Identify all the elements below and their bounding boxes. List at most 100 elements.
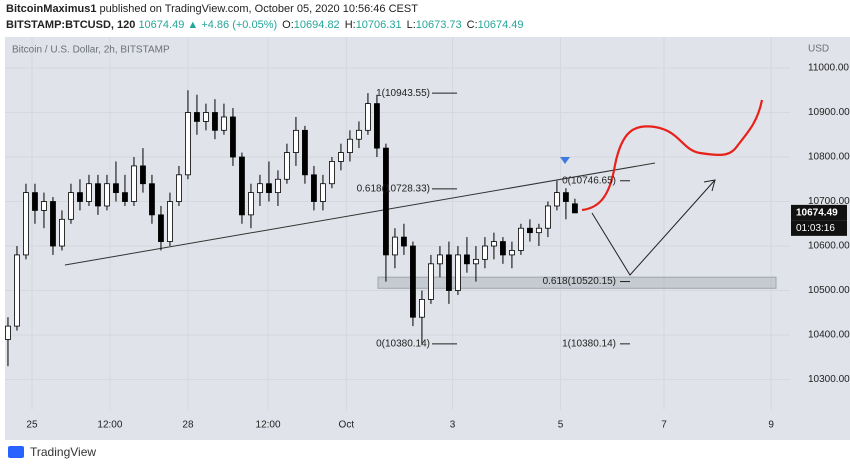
candle-body — [77, 192, 83, 202]
logo — [8, 446, 24, 458]
published: published on TradingView.com, October 05… — [100, 3, 419, 15]
legend-line: BITSTAMP:BTCUSD, 120 10674.49 ▲ +4.86 (+… — [6, 19, 524, 31]
axis-unit: USD — [808, 44, 829, 55]
fib-label: 0(10746.65) — [562, 175, 616, 186]
header-line: BitcoinMaximus1 published on TradingView… — [6, 3, 418, 15]
candle-body — [383, 147, 389, 256]
forecast-curve — [581, 99, 764, 212]
change: ▲ +4.86 (+0.05%) — [187, 19, 277, 31]
candle-body — [14, 254, 20, 327]
candle-body — [545, 205, 551, 229]
candle-body — [572, 203, 578, 214]
candle-body — [428, 263, 434, 300]
candle-body — [320, 183, 326, 202]
candle-body — [239, 156, 245, 216]
x-tick-label: 12:00 — [256, 420, 281, 431]
x-tick-label: Oct — [339, 420, 355, 431]
candle-body — [311, 174, 317, 202]
fib-label: 0(10380.14) — [376, 338, 430, 349]
candle-body — [329, 161, 335, 185]
y-tick-label: 10700.00 — [808, 196, 850, 207]
candle-body — [284, 152, 290, 180]
candle-body — [203, 112, 209, 122]
chart-title: Bitcoin / U.S. Dollar, 2h, BITSTAMP — [12, 45, 170, 56]
candle-body — [563, 192, 569, 202]
candle-body — [455, 254, 461, 291]
x-tick-label: 9 — [768, 420, 774, 431]
brand[interactable]: TradingView — [30, 445, 96, 459]
candle-body — [293, 129, 299, 153]
y-tick-label: 10800.00 — [808, 152, 850, 163]
candle-body — [86, 183, 92, 202]
candle-body — [131, 165, 137, 202]
candle-body — [41, 201, 47, 211]
logo-icon — [8, 446, 24, 458]
candle-body — [95, 183, 101, 207]
author: BitcoinMaximus1 — [6, 3, 96, 15]
candle-body — [464, 254, 470, 265]
symbol: BITSTAMP:BTCUSD, 120 — [6, 19, 135, 31]
fib-label: 0.618(10520.15) — [543, 276, 616, 287]
x-tick-label: 12:00 — [97, 420, 122, 431]
candle-body — [122, 192, 128, 202]
ohlc-key: H: — [345, 19, 356, 31]
candle-body — [410, 245, 416, 318]
last: 10674.49 — [138, 19, 184, 31]
signal-marker — [560, 157, 570, 164]
x-tick-label: 7 — [661, 420, 667, 431]
candle-body — [248, 192, 254, 216]
arrow-head — [703, 179, 716, 192]
candle-body — [446, 254, 452, 291]
x-tick-label: 25 — [26, 420, 38, 431]
candle-body — [158, 214, 164, 242]
candle-body — [392, 236, 398, 256]
candle-body — [374, 103, 380, 149]
candle-body — [212, 112, 218, 131]
zone — [377, 276, 777, 289]
candle-body — [104, 183, 110, 207]
x-tick-label: 28 — [182, 420, 194, 431]
candle-body — [68, 192, 74, 220]
countdown-box — [791, 220, 847, 236]
candle-body — [437, 254, 443, 265]
y-tick-label: 10300.00 — [808, 374, 850, 385]
price-box — [791, 204, 847, 221]
candle-body — [491, 241, 497, 247]
candle-body — [554, 192, 560, 207]
candle-body — [176, 174, 182, 202]
ohlc-value: 10674.49 — [478, 19, 524, 31]
candle-body — [338, 152, 344, 162]
candle-body — [59, 218, 65, 247]
candle-body — [482, 245, 488, 260]
candle-body — [266, 183, 272, 194]
candle-body — [185, 112, 191, 176]
candle-body — [473, 258, 479, 265]
x-tick-label: 3 — [450, 420, 456, 431]
candle-body — [5, 325, 11, 340]
candle-body — [302, 129, 308, 176]
y-tick-label: 10900.00 — [808, 107, 850, 118]
y-tick-label: 10500.00 — [808, 285, 850, 296]
ohlc-value: 10706.31 — [356, 19, 402, 31]
candle-body — [221, 116, 227, 131]
candle-body — [230, 116, 236, 158]
candle-body — [149, 183, 155, 216]
plot-bg — [5, 37, 850, 440]
candle-body — [257, 183, 263, 194]
y-tick-label: 11000.00 — [808, 63, 849, 74]
ohlc-key: C: — [467, 19, 478, 31]
y-tick-label: 10400.00 — [808, 330, 850, 341]
fib-label: 1(10380.14) — [562, 338, 616, 349]
candle-body — [167, 201, 173, 242]
price-label: 10674.49 — [796, 208, 838, 219]
candle-body — [527, 227, 533, 234]
candle-body — [365, 103, 371, 131]
ohlc-value: 10694.82 — [294, 19, 340, 31]
fib-label: 1(10943.55) — [376, 88, 430, 99]
candle-body — [194, 112, 200, 122]
candle-body — [140, 165, 146, 185]
candle-body — [347, 138, 353, 153]
candle-body — [23, 192, 29, 256]
ohlc-key: L: — [407, 19, 416, 31]
